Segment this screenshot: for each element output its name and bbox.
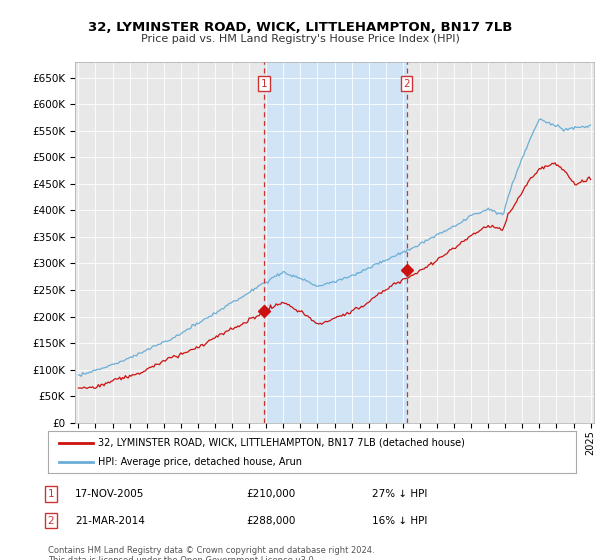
Text: Price paid vs. HM Land Registry's House Price Index (HPI): Price paid vs. HM Land Registry's House … — [140, 34, 460, 44]
Text: 16% ↓ HPI: 16% ↓ HPI — [372, 516, 427, 526]
Text: Contains HM Land Registry data © Crown copyright and database right 2024.
This d: Contains HM Land Registry data © Crown c… — [48, 546, 374, 560]
Text: 1: 1 — [261, 78, 268, 88]
Text: 32, LYMINSTER ROAD, WICK, LITTLEHAMPTON, BN17 7LB (detached house): 32, LYMINSTER ROAD, WICK, LITTLEHAMPTON,… — [98, 437, 465, 447]
Text: 21-MAR-2014: 21-MAR-2014 — [75, 516, 145, 526]
Bar — [264, 62, 407, 423]
Text: £210,000: £210,000 — [246, 489, 295, 499]
Text: 2: 2 — [47, 516, 55, 526]
Text: HPI: Average price, detached house, Arun: HPI: Average price, detached house, Arun — [98, 457, 302, 467]
Text: £288,000: £288,000 — [246, 516, 295, 526]
Text: 32, LYMINSTER ROAD, WICK, LITTLEHAMPTON, BN17 7LB: 32, LYMINSTER ROAD, WICK, LITTLEHAMPTON,… — [88, 21, 512, 34]
Text: 17-NOV-2005: 17-NOV-2005 — [75, 489, 145, 499]
Text: 1: 1 — [47, 489, 55, 499]
Text: 27% ↓ HPI: 27% ↓ HPI — [372, 489, 427, 499]
Text: 2: 2 — [403, 78, 410, 88]
